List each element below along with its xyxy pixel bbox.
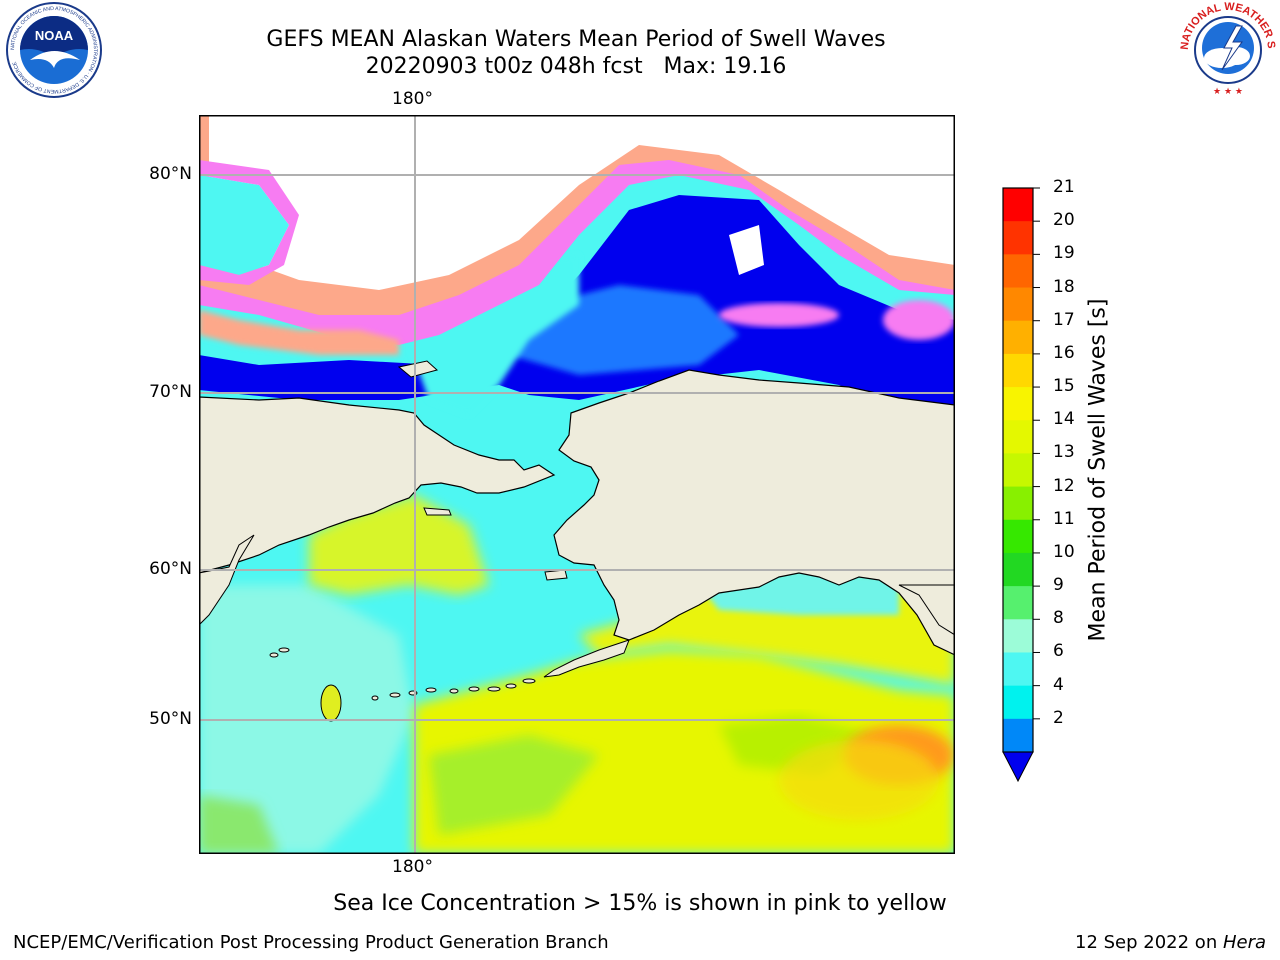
chart-subtitle: 20220903 t00z 048h fcst Max: 19.16	[365, 54, 787, 79]
swell-zone-green-south	[429, 735, 599, 835]
colorbar-extend-arrow	[1002, 751, 1034, 783]
ice-west-cyan	[199, 175, 289, 275]
colorbar-tick-label: 18	[1053, 276, 1075, 297]
colorbar	[1002, 187, 1040, 783]
map-frame	[199, 115, 955, 854]
colorbar-tick-label: 17	[1053, 309, 1075, 330]
colorbar-tick-label: 12	[1053, 475, 1075, 496]
lat-label-70n: 70°N	[149, 382, 192, 402]
colorbar-frame	[1002, 187, 1034, 753]
land-alaska	[553, 369, 955, 656]
ice-white-patch	[729, 225, 764, 275]
colorbar-tick-label: 8	[1053, 608, 1064, 629]
colorbar-tick-label: 15	[1053, 376, 1075, 397]
colorbar-tick-label: 9	[1053, 575, 1064, 596]
colorbar-tick-label: 20	[1053, 210, 1075, 231]
colorbar-band	[1003, 652, 1033, 687]
colorbar-band	[1003, 353, 1033, 388]
land-canada-coast	[898, 584, 955, 636]
colorbar-band	[1003, 188, 1033, 222]
svg-text:★ ★ ★: ★ ★ ★	[1213, 87, 1243, 97]
map-plot	[199, 115, 955, 854]
colorbar-tick-label: 16	[1053, 342, 1075, 363]
colorbar-band	[1003, 685, 1033, 720]
island-nunivak	[544, 569, 568, 581]
island-yellow-komandorski	[320, 684, 342, 722]
colorbar-band	[1003, 718, 1033, 753]
colorbar-tick-label: 6	[1053, 641, 1064, 662]
lon-label-bottom: 180°	[392, 857, 433, 877]
nws-logo: NATIONAL WEATHER SERVICE ★ ★ ★	[1178, 2, 1277, 97]
footer-date-text: 12 Sep 2022 on	[1075, 932, 1223, 953]
colorbar-band	[1003, 552, 1033, 587]
swell-zone-southwest-green	[199, 795, 279, 854]
ice-west-pink-edge	[199, 160, 299, 285]
ice-orange-west	[199, 310, 399, 355]
colorbar-tick-label: 2	[1053, 707, 1064, 728]
ice-islands-pink	[719, 303, 839, 327]
colorbar-tick-label: 19	[1053, 243, 1075, 264]
noaa-wordmark: NOAA	[35, 28, 74, 43]
footer-machine: Hera	[1222, 932, 1266, 953]
colorbar-band	[1003, 619, 1033, 653]
colorbar-band	[1003, 420, 1033, 454]
colorbar-band	[1003, 519, 1033, 554]
colorbar-band	[1003, 586, 1033, 620]
island-wrangel	[397, 360, 439, 378]
colorbar-band	[1003, 221, 1033, 255]
colorbar-band	[1003, 287, 1033, 322]
colorbar-tick-label: 4	[1053, 674, 1064, 695]
land-alaska-peninsula	[543, 639, 630, 678]
footer-date: 12 Sep 2022 on Hera	[1075, 932, 1266, 953]
colorbar-band	[1003, 387, 1033, 421]
colorbar-band	[1003, 254, 1033, 289]
chart-title: GEFS MEAN Alaskan Waters Mean Period of …	[266, 27, 886, 52]
colorbar-band	[1003, 320, 1033, 355]
colorbar-tick-label: 21	[1053, 177, 1075, 197]
land-kamchatka-edge	[199, 534, 255, 626]
sea-ice-note: Sea Ice Concentration > 15% is shown in …	[333, 891, 947, 916]
ice-east-pink	[883, 300, 955, 340]
graticule	[199, 115, 955, 854]
colorbar-band	[1003, 486, 1033, 521]
lat-label-50n: 50°N	[149, 709, 192, 729]
colorbar-band	[1003, 453, 1033, 488]
colorbar-tick-label: 10	[1053, 541, 1075, 562]
swell-zone-east-yellow	[779, 740, 939, 820]
colorbar-tick-label: 11	[1053, 508, 1075, 529]
footer-credit: NCEP/EMC/Verification Post Processing Pr…	[13, 932, 609, 953]
colorbar-tick-label: 14	[1053, 409, 1075, 430]
colorbar-tick-label: 13	[1053, 442, 1075, 463]
lon-label-top: 180°	[392, 89, 433, 109]
lat-label-80n: 80°N	[149, 164, 192, 184]
sea-ice-white	[209, 115, 955, 290]
island-st-lawrence	[423, 507, 452, 516]
lat-label-60n: 60°N	[149, 559, 192, 579]
noaa-logo: NOAA NATIONAL OCEANIC AND ATMOSPHERIC AD…	[6, 2, 102, 98]
colorbar-label: Mean Period of Swell Waves [s]	[1085, 298, 1111, 642]
